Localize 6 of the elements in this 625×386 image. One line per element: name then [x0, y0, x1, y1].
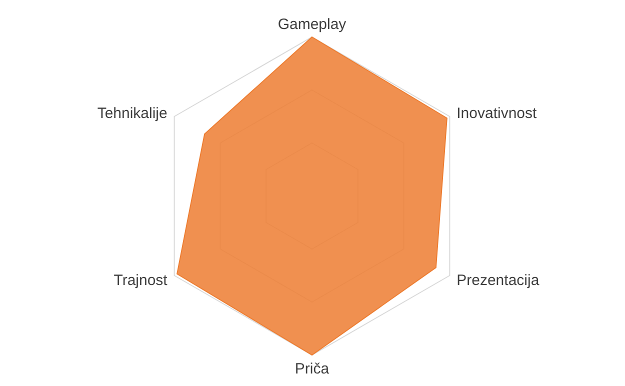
spoke-label: Priča: [294, 360, 330, 378]
spoke-label: Tehnikalije: [97, 104, 168, 122]
spoke-label: Inovativnost: [456, 104, 538, 122]
spoke-label: Trajnost: [114, 272, 168, 289]
spoke-label: Gameplay: [278, 16, 347, 33]
spoke-label: Prezentacija: [456, 272, 540, 289]
